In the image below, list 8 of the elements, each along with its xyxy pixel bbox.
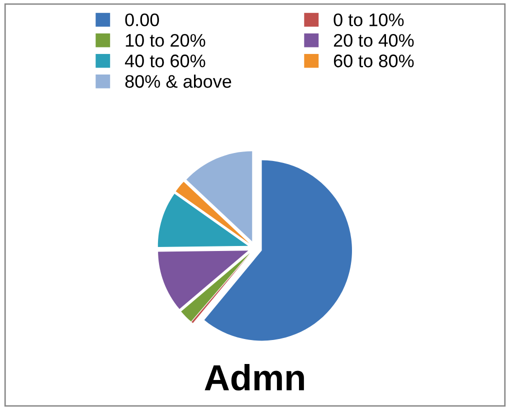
legend-label: 60 to 80% [334,54,414,68]
legend-label: 80% & above [125,74,232,88]
legend-label: 10 to 20% [126,34,206,47]
legend-label: 20 to 40% [334,34,414,47]
legend-label: 0.00 [125,13,159,26]
text: Admn [204,364,304,391]
legend-label: 40 to 60% [124,54,206,68]
legend-label: 0 to 10% [334,13,404,26]
